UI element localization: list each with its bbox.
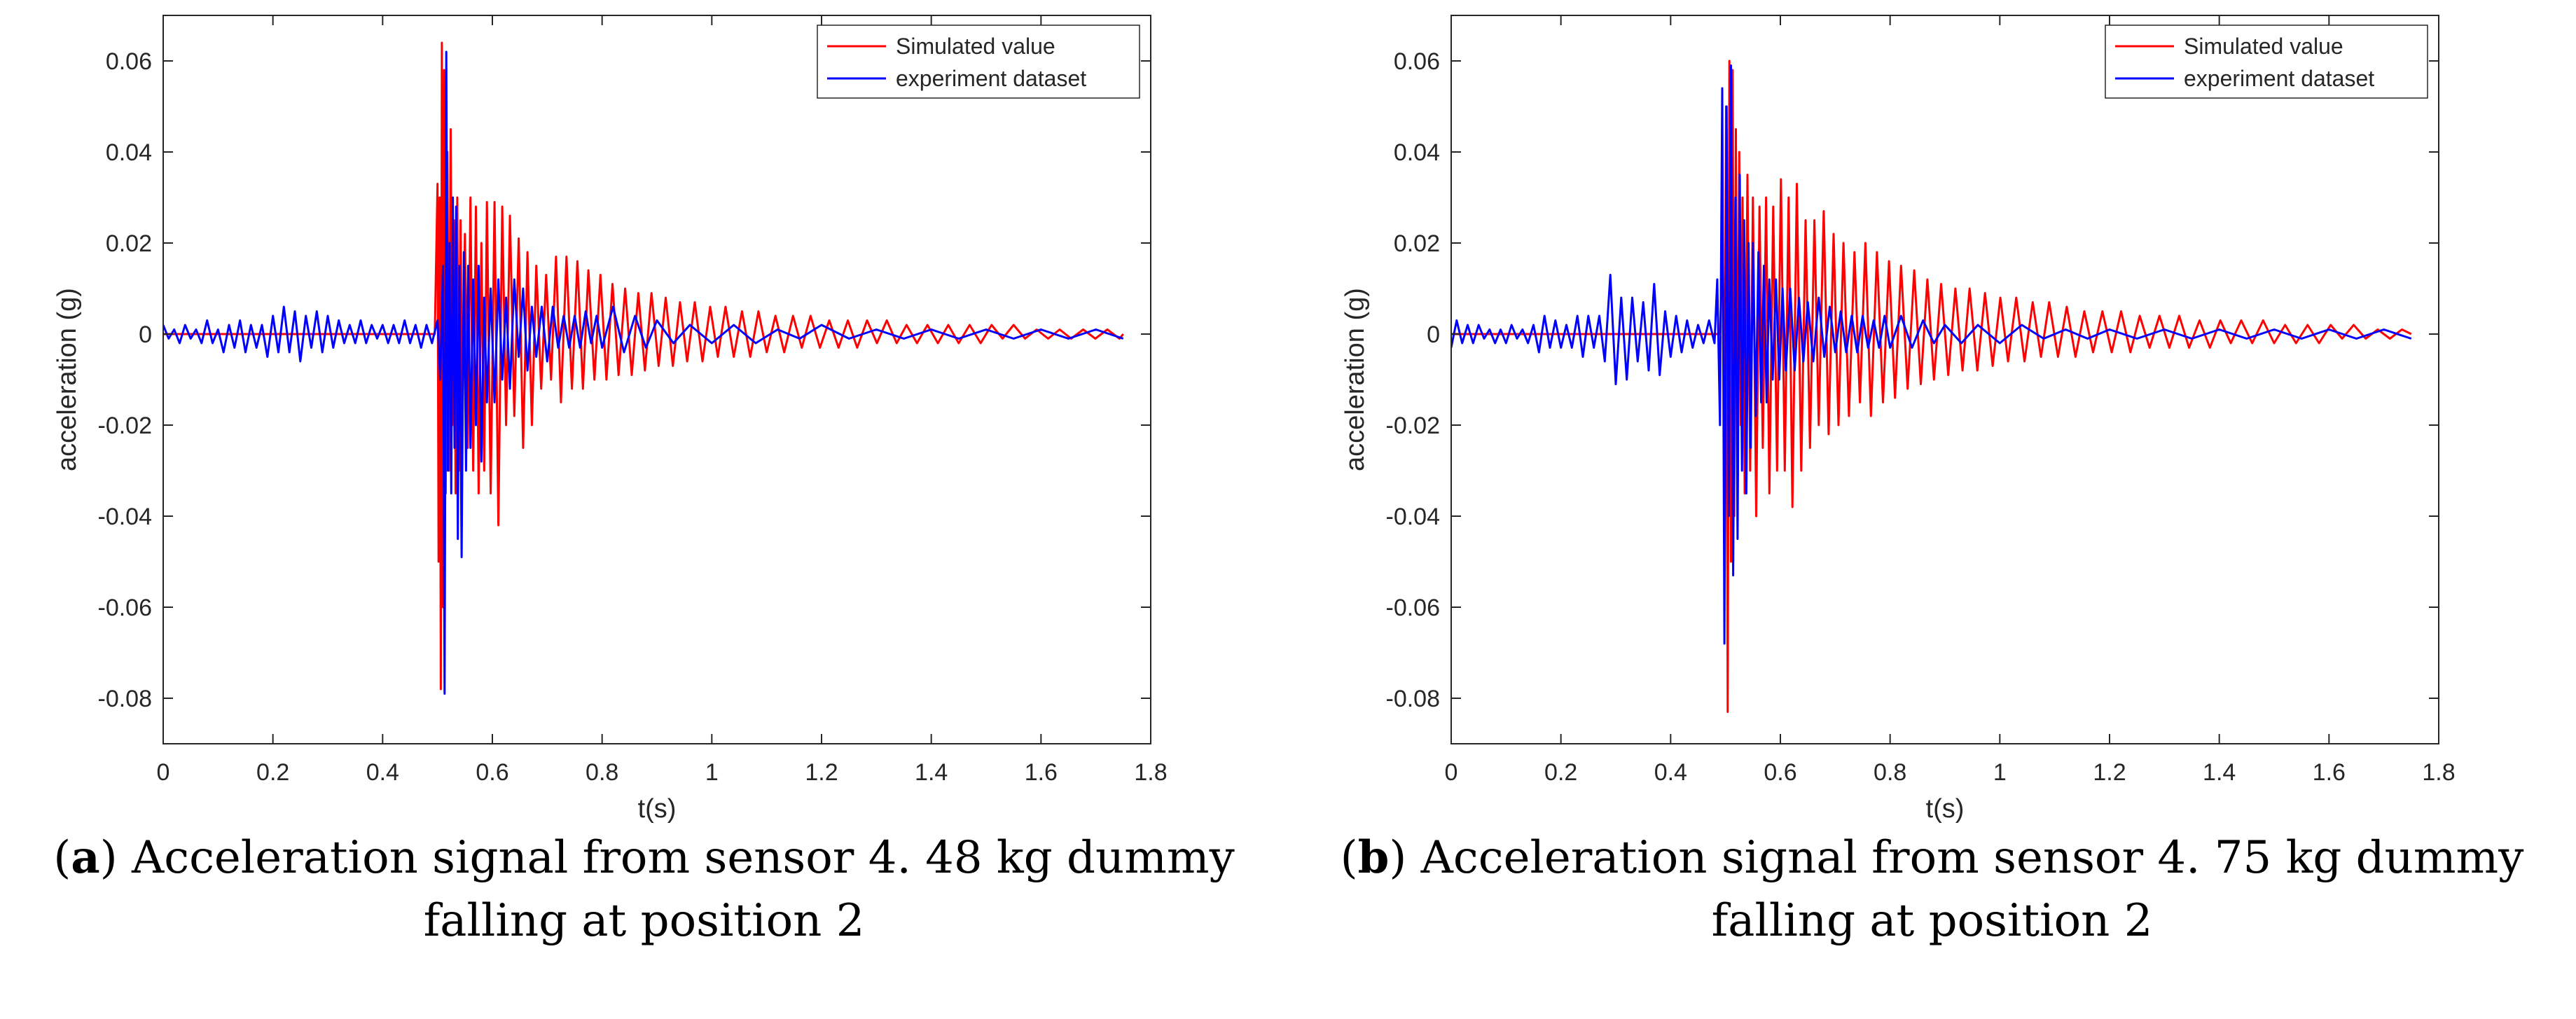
chart-b-xtick-label: 1.2 xyxy=(2093,759,2126,786)
chart-b-legend-box xyxy=(2105,25,2428,99)
caption-b-line1: (b) Acceleration signal from sensor 4. 7… xyxy=(1340,831,2524,884)
chart-a-ytick-label: -0.06 xyxy=(98,595,153,621)
chart-a-ytick-label: -0.04 xyxy=(98,504,153,530)
chart-b-xlabel: t(s) xyxy=(1926,794,1965,824)
panel-label-a: a xyxy=(71,831,100,884)
chart-b-legend-label-simulated: Simulated value xyxy=(2184,34,2343,59)
panel-label-b: b xyxy=(1357,831,1390,884)
chart-b-ytick-label: 0 xyxy=(1427,321,1440,348)
chart-a-xtick-label: 1.8 xyxy=(1134,759,1167,786)
chart-a-ytick-label: 0.06 xyxy=(106,48,152,75)
chart-b-xtick-label: 1.8 xyxy=(2422,759,2455,786)
chart-b-axes-box xyxy=(1450,15,2439,744)
chart-a-ytick-label: -0.08 xyxy=(98,686,153,712)
chart-a-axes-box xyxy=(162,15,1151,744)
chart-a-ytick-label: 0.04 xyxy=(106,139,152,166)
chart-a-legend: Simulated value experiment dataset xyxy=(817,25,1140,99)
chart-a-legend-label-simulated: Simulated value xyxy=(896,34,1055,59)
chart-b-ytick-label: -0.02 xyxy=(1386,413,1441,439)
chart-a-xlabel: t(s) xyxy=(638,794,677,824)
chart-a-xtick-label: 0.2 xyxy=(256,759,289,786)
chart-a-xtick-label: 1.2 xyxy=(805,759,838,786)
chart-b-ytick-label: -0.08 xyxy=(1386,686,1441,712)
chart-b-xtick-label: 1.4 xyxy=(2203,759,2236,786)
caption-b-text-line2: falling at position 2 xyxy=(1711,895,2153,947)
chart-b-series-line-experiment xyxy=(1451,64,2412,645)
caption-a: (a) Acceleration signal from sensor 4. 4… xyxy=(0,826,1288,952)
chart-b-plot-area xyxy=(1451,15,2439,744)
panel-a: 0 0.2 0.4 0.6 0.8 1 1.2 1.4 1.6 1.8 0.06 0.04 0.02 0 -… xyxy=(0,15,1288,952)
chart-b-xtick-label: 0.4 xyxy=(1654,759,1687,786)
chart-b-legend: Simulated value experiment dataset xyxy=(2105,25,2428,99)
chart-b: 0 0.2 0.4 0.6 0.8 1 1.2 1.4 1.6 1.8 0.06 0.04 0.02 0 -… xyxy=(1341,15,2456,824)
caption-a-text-line2: falling at position 2 xyxy=(423,895,865,947)
caption-b-text-line1: Acceleration signal from sensor 4. 75 kg… xyxy=(1420,832,2524,884)
chart-b-xtick-label: 0.8 xyxy=(1874,759,1906,786)
chart-b-ytick-label: 0.04 xyxy=(1394,139,1440,166)
caption-a-text-line1: Acceleration signal from sensor 4. 48 kg… xyxy=(132,832,1235,884)
chart-a-ytick-label: 0 xyxy=(139,321,152,348)
chart-b-xtick-label: 0 xyxy=(1445,759,1458,786)
chart-b-ytick-label: -0.06 xyxy=(1386,595,1441,621)
chart-a-xtick-label: 0.4 xyxy=(366,759,399,786)
chart-b-legend-label-experiment: experiment dataset xyxy=(2184,66,2374,91)
chart-b-xtick-label: 1 xyxy=(1993,759,2007,786)
chart-a-series-group xyxy=(163,41,1124,695)
chart-b-ytick-label: 0.06 xyxy=(1394,48,1440,75)
chart-b-ylabel: acceleration (g) xyxy=(1341,288,1370,471)
chart-b-ytick-label: -0.04 xyxy=(1386,504,1441,530)
chart-a-xtick-label: 0.6 xyxy=(476,759,508,786)
chart-b-xtick-label: 0.6 xyxy=(1764,759,1796,786)
caption-a-line1: (a) Acceleration signal from sensor 4. 4… xyxy=(53,831,1235,884)
chart-a-xtick-label: 0 xyxy=(157,759,170,786)
chart-a-plot-area xyxy=(163,15,1151,744)
chart-a-ylabel: acceleration (g) xyxy=(53,288,82,471)
chart-a: 0 0.2 0.4 0.6 0.8 1 1.2 1.4 1.6 1.8 0.06 0.04 0.02 0 -… xyxy=(53,15,1168,824)
chart-a-legend-box xyxy=(817,25,1140,99)
chart-a-legend-label-experiment: experiment dataset xyxy=(896,66,1086,91)
chart-b-xtick-label: 1.6 xyxy=(2313,759,2346,786)
chart-b-xtick-label: 0.2 xyxy=(1544,759,1577,786)
chart-a-xtick-label: 1.6 xyxy=(1025,759,1058,786)
chart-a-series-line-experiment xyxy=(163,50,1124,695)
chart-a-ytick-label: -0.02 xyxy=(98,413,153,439)
chart-a-ytick-label: 0.02 xyxy=(106,230,152,257)
chart-a-xtick-label: 0.8 xyxy=(586,759,618,786)
chart-b-ytick-label: 0.02 xyxy=(1394,230,1440,257)
panel-b: 0 0.2 0.4 0.6 0.8 1 1.2 1.4 1.6 1.8 0.06 0.04 0.02 0 -… xyxy=(1288,0,2576,1019)
caption-b: (b) Acceleration signal from sensor 4. 7… xyxy=(1288,826,2576,952)
chart-a-xtick-label: 1.4 xyxy=(915,759,948,786)
chart-a-xtick-label: 1 xyxy=(705,759,719,786)
chart-b-series-group xyxy=(1451,60,2412,713)
